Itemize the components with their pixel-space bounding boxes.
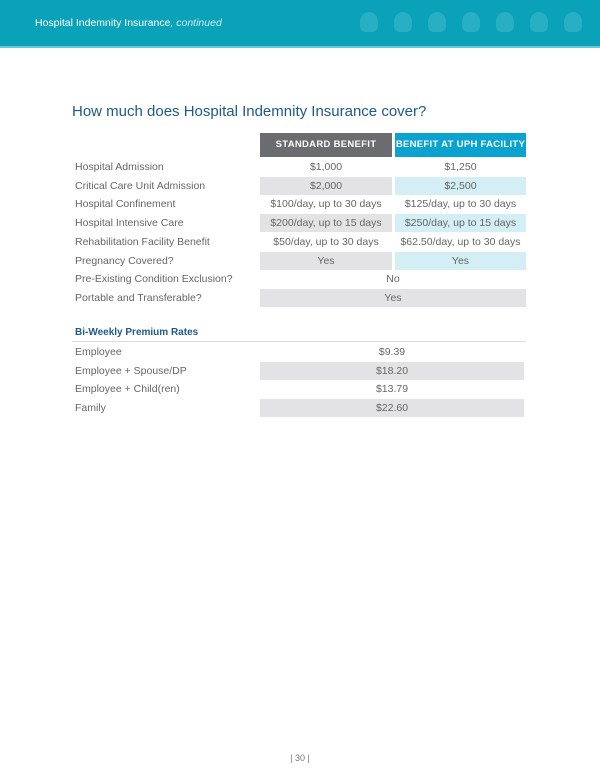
- column-header-uph: BENEFIT AT UPH FACILITY: [395, 133, 526, 157]
- cell-standard: $100/day, up to 30 days: [270, 198, 382, 211]
- premium-label: Family: [75, 402, 106, 415]
- premium-label: Employee + Spouse/DP: [75, 364, 187, 377]
- row-label: Pre-Existing Condition Exclusion?: [75, 273, 233, 286]
- premium-label: Employee: [75, 346, 122, 358]
- cell-uph: $2,500: [395, 176, 526, 195]
- premium-value: $22.60: [260, 399, 524, 418]
- head-heart-icon: [394, 12, 412, 32]
- coins-hand-icon: [564, 12, 582, 32]
- cell-standard: $50/day, up to 30 days: [273, 235, 379, 248]
- header-title-text: Hospital Indemnity Insurance: [35, 17, 171, 29]
- row-label: Pregnancy Covered?: [75, 254, 174, 267]
- cell-uph: $62.50/day, up to 30 days: [400, 235, 521, 248]
- cell-uph: Yes: [395, 251, 526, 270]
- row-label: Portable and Transferable?: [75, 291, 202, 304]
- cell-both: Yes: [260, 288, 526, 307]
- coins-hand-icon: [360, 12, 378, 32]
- cell-both: No: [386, 273, 400, 286]
- header-title: Hospital Indemnity Insurance, continued: [35, 17, 222, 29]
- header-subtitle: , continued: [170, 17, 222, 29]
- premium-title: Bi-Weekly Premium Rates: [75, 327, 199, 338]
- premium-value: $18.20: [260, 361, 524, 380]
- header-bar: Hospital Indemnity Insurance, continued: [0, 0, 600, 48]
- row-label: Rehabilitation Facility Benefit: [75, 235, 210, 248]
- row-label: Hospital Admission: [75, 161, 164, 173]
- piggy-bank-icon: [462, 12, 480, 32]
- column-header-standard: STANDARD BENEFIT: [260, 133, 392, 157]
- cell-uph: $1,250: [444, 161, 477, 173]
- row-label: Critical Care Unit Admission: [75, 179, 206, 192]
- cell-standard: $200/day, up to 15 days: [260, 214, 392, 233]
- premium-label: Employee + Child(ren): [75, 383, 180, 396]
- cell-standard: Yes: [260, 251, 392, 270]
- premium-value: $9.39: [378, 346, 406, 358]
- premium-value: $13.79: [375, 383, 409, 396]
- coverage-title: How much does Hospital Indemnity Insuran…: [72, 103, 427, 120]
- cell-uph: $250/day, up to 15 days: [395, 214, 526, 233]
- divider: [72, 341, 526, 342]
- row-label: Hospital Confinement: [75, 198, 176, 211]
- row-label: Hospital Intensive Care: [75, 217, 184, 230]
- cell-standard: $1,000: [309, 161, 343, 173]
- rocket-icon: [428, 12, 446, 32]
- trophy-icon: [496, 12, 514, 32]
- signpost-icon: [530, 12, 548, 32]
- page-number: | 30 |: [290, 753, 310, 763]
- cell-uph: $125/day, up to 30 days: [404, 198, 517, 211]
- cell-standard: $2,000: [260, 176, 392, 195]
